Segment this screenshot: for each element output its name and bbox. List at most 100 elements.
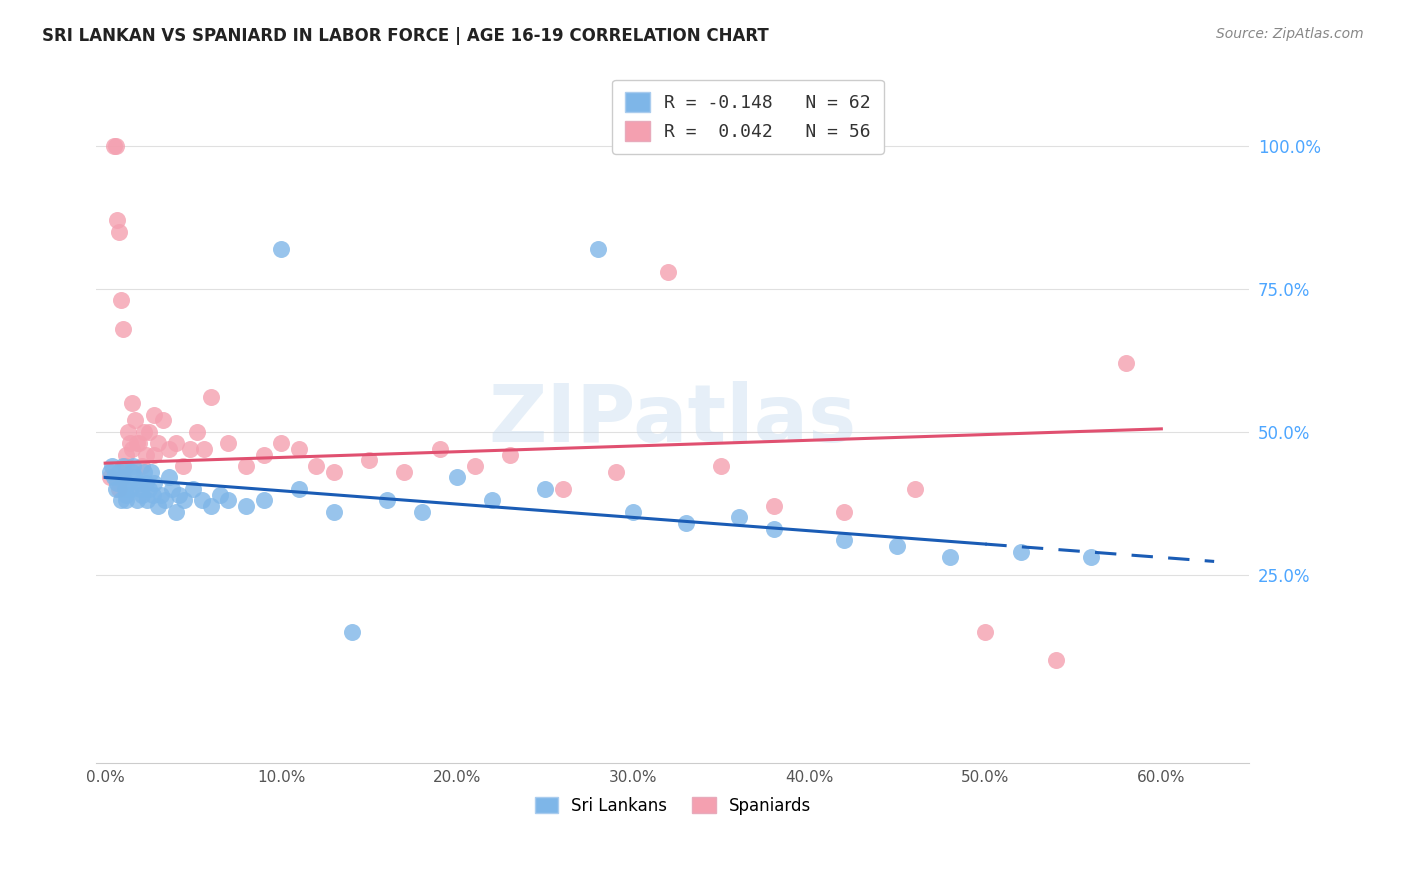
Point — [217, 436, 239, 450]
Point — [129, 482, 152, 496]
Point — [675, 516, 697, 530]
Point — [146, 499, 169, 513]
Point — [118, 436, 141, 450]
Point — [621, 505, 644, 519]
Point — [200, 391, 222, 405]
Point — [1080, 550, 1102, 565]
Point — [235, 499, 257, 513]
Point — [136, 493, 159, 508]
Point — [605, 465, 627, 479]
Point — [763, 499, 786, 513]
Point — [107, 213, 129, 227]
Point — [107, 476, 129, 491]
Point — [108, 465, 131, 479]
Point — [340, 624, 363, 639]
Point — [118, 482, 141, 496]
Point — [834, 505, 856, 519]
Point — [886, 539, 908, 553]
Point — [117, 476, 139, 491]
Point — [104, 482, 127, 496]
Point — [131, 458, 153, 473]
Point — [103, 139, 125, 153]
Point — [534, 482, 557, 496]
Point — [429, 442, 451, 456]
Point — [111, 470, 134, 484]
Point — [160, 482, 183, 496]
Point — [157, 442, 180, 456]
Point — [117, 425, 139, 439]
Point — [146, 436, 169, 450]
Point — [132, 465, 155, 479]
Point — [179, 442, 201, 456]
Point — [108, 225, 131, 239]
Point — [200, 499, 222, 513]
Point — [128, 436, 150, 450]
Point — [139, 465, 162, 479]
Point — [235, 458, 257, 473]
Point — [173, 493, 195, 508]
Point — [115, 487, 138, 501]
Point — [115, 448, 138, 462]
Point — [181, 482, 204, 496]
Point — [305, 458, 328, 473]
Text: ZIPatlas: ZIPatlas — [489, 381, 858, 459]
Point — [252, 493, 274, 508]
Point — [323, 465, 346, 479]
Point — [288, 442, 311, 456]
Point — [359, 453, 381, 467]
Point — [125, 493, 148, 508]
Text: Source: ZipAtlas.com: Source: ZipAtlas.com — [1216, 27, 1364, 41]
Point — [1115, 356, 1137, 370]
Point — [125, 436, 148, 450]
Point — [138, 425, 160, 439]
Point — [143, 476, 166, 491]
Point — [270, 436, 292, 450]
Point — [763, 522, 786, 536]
Point — [121, 465, 143, 479]
Point — [1010, 545, 1032, 559]
Point — [172, 458, 194, 473]
Point — [124, 413, 146, 427]
Point — [100, 465, 122, 479]
Point — [270, 242, 292, 256]
Point — [100, 470, 122, 484]
Point — [143, 408, 166, 422]
Point — [143, 448, 166, 462]
Point — [111, 458, 134, 473]
Point — [217, 493, 239, 508]
Point — [191, 493, 214, 508]
Point — [121, 442, 143, 456]
Point — [142, 487, 165, 501]
Point — [394, 465, 416, 479]
Point — [111, 470, 134, 484]
Point — [131, 487, 153, 501]
Point — [834, 533, 856, 548]
Point — [108, 482, 131, 496]
Point — [152, 413, 174, 427]
Point — [1045, 653, 1067, 667]
Point — [138, 482, 160, 496]
Point — [499, 448, 522, 462]
Point — [252, 448, 274, 462]
Point — [165, 505, 187, 519]
Point — [208, 487, 231, 501]
Point — [128, 476, 150, 491]
Point — [551, 482, 574, 496]
Point — [974, 624, 997, 639]
Point — [132, 425, 155, 439]
Point — [101, 458, 124, 473]
Point — [375, 493, 398, 508]
Point — [122, 458, 145, 473]
Point — [110, 493, 132, 508]
Point — [111, 322, 134, 336]
Point — [115, 493, 138, 508]
Point — [153, 493, 176, 508]
Point — [323, 505, 346, 519]
Point — [115, 458, 138, 473]
Point — [135, 448, 157, 462]
Point — [728, 510, 751, 524]
Point — [288, 482, 311, 496]
Point — [464, 458, 486, 473]
Point — [904, 482, 927, 496]
Point — [193, 442, 215, 456]
